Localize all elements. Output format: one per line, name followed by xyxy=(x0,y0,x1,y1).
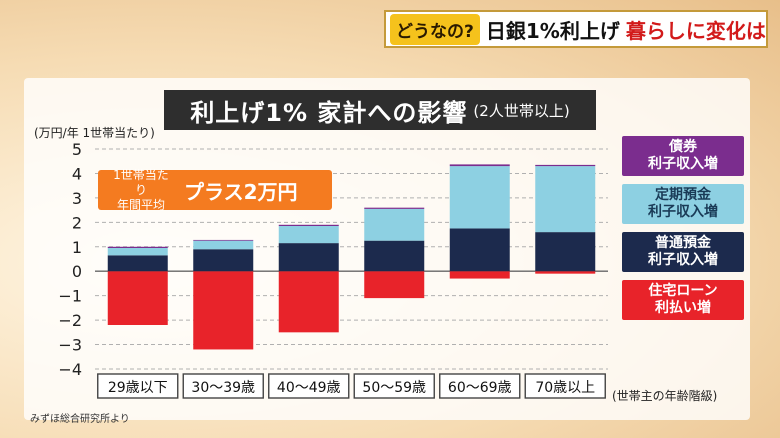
legend-time-deposit-line2: 利子収入増 xyxy=(648,204,718,220)
x-tick-label: 40〜49歳 xyxy=(277,380,341,396)
time-deposit-bar xyxy=(449,166,510,229)
bond-bar xyxy=(278,224,339,226)
chart-subtitle: (2人世帯以上) xyxy=(473,101,570,120)
legend-ordinary-deposit: 普通預金 利子収入増 xyxy=(622,232,744,272)
y-axis-unit-label: (万円/年 1世帯当たり) xyxy=(34,126,155,140)
y-tick-label: 1 xyxy=(72,238,82,257)
y-axis: 5 4 3 2 1 0 −1 −2 −3 −4 xyxy=(58,140,82,379)
legend-bonds: 債券 利子収入増 xyxy=(622,136,744,176)
x-axis: 29歳以下 30〜39歳 40〜49歳 50〜59歳 60〜69歳 70歳以上 xyxy=(97,373,606,399)
legend-ordinary-deposit-line1: 普通預金 xyxy=(655,235,711,251)
summary-callout: 1世帯当たり 年間平均 プラス2万円 xyxy=(98,168,332,213)
legend-mortgage-line1: 住宅ローン xyxy=(648,283,718,299)
legend-bonds-line1: 債券 xyxy=(669,139,697,155)
mortgage-bar xyxy=(535,271,596,274)
x-tick-box xyxy=(353,373,435,399)
y-tick-label: 4 xyxy=(72,164,82,183)
mortgage-bar xyxy=(193,271,254,350)
headline-title: 日銀1%利上げ xyxy=(485,18,620,43)
y-tick-label: 0 xyxy=(72,262,82,281)
legend-ordinary-deposit-line2: 利子収入増 xyxy=(648,252,718,268)
time-deposit-bar xyxy=(364,208,425,241)
time-deposit-bar xyxy=(193,240,254,250)
callout-line2: 年間平均 xyxy=(116,197,165,212)
time-deposit-bar xyxy=(535,166,596,233)
ordinary-deposit-bar xyxy=(107,255,168,272)
legend-mortgage: 住宅ローン 利払い増 xyxy=(622,280,744,320)
x-tick-label: 50〜59歳 xyxy=(362,380,426,396)
legend-time-deposit: 定期預金 利子収入増 xyxy=(622,184,744,224)
chart-title-bar: 利上げ1% 家計への影響 (2人世帯以上) xyxy=(164,90,596,130)
callout-line1: 1世帯当たり xyxy=(113,167,169,197)
mortgage-bar xyxy=(278,271,339,333)
source-note: みずほ総合研究所より xyxy=(30,414,130,425)
mortgage-bar xyxy=(107,271,168,325)
y-tick-label: 5 xyxy=(72,140,82,159)
headline-subtitle: 暮らしに変化は xyxy=(625,18,766,43)
x-tick-label: 29歳以下 xyxy=(108,380,168,396)
ordinary-deposit-bar xyxy=(278,243,339,272)
x-tick-label: 30〜39歳 xyxy=(191,380,255,396)
y-tick-label: −3 xyxy=(58,336,82,355)
program-tag: どうなの? xyxy=(390,13,480,45)
bond-bar xyxy=(535,164,596,167)
ordinary-deposit-bar xyxy=(449,228,510,272)
y-tick-label: −1 xyxy=(58,287,82,306)
x-tick-box xyxy=(524,373,606,399)
chart-title: 利上げ1% 家計への影響 xyxy=(190,98,468,127)
x-tick-label: 60〜69歳 xyxy=(448,380,512,396)
x-tick-box xyxy=(182,373,264,399)
ordinary-deposit-bar xyxy=(193,249,254,272)
y-tick-label: −4 xyxy=(58,360,82,379)
mortgage-bar xyxy=(364,271,425,299)
bars xyxy=(107,164,596,350)
mortgage-bar xyxy=(449,271,510,279)
y-tick-label: −2 xyxy=(58,311,82,330)
x-tick-box xyxy=(439,373,521,399)
headline-banner: どうなの? 日銀1%利上げ 暮らしに変化は xyxy=(384,10,768,48)
callout-label: 1世帯当たり 年間平均 xyxy=(108,168,174,213)
time-deposit-bar xyxy=(107,248,168,256)
ordinary-deposit-bar xyxy=(535,232,596,272)
bond-bar xyxy=(364,207,425,209)
y-tick-label: 3 xyxy=(72,189,82,208)
legend-bonds-line2: 利子収入増 xyxy=(648,156,718,172)
ordinary-deposit-bar xyxy=(364,240,425,272)
callout-value: プラス2万円 xyxy=(184,179,298,204)
x-tick-label: 70歳以上 xyxy=(535,380,595,396)
time-deposit-bar xyxy=(278,226,339,244)
y-tick-label: 2 xyxy=(72,213,82,232)
bond-bar xyxy=(449,164,510,167)
x-tick-box xyxy=(97,373,179,399)
bond-bar xyxy=(193,239,254,241)
bond-bar xyxy=(107,246,168,248)
x-tick-box xyxy=(268,373,350,399)
legend-mortgage-line2: 利払い増 xyxy=(655,300,711,316)
x-axis-label: (世帯主の年齢階級) xyxy=(612,388,717,403)
legend-time-deposit-line1: 定期預金 xyxy=(655,187,711,203)
